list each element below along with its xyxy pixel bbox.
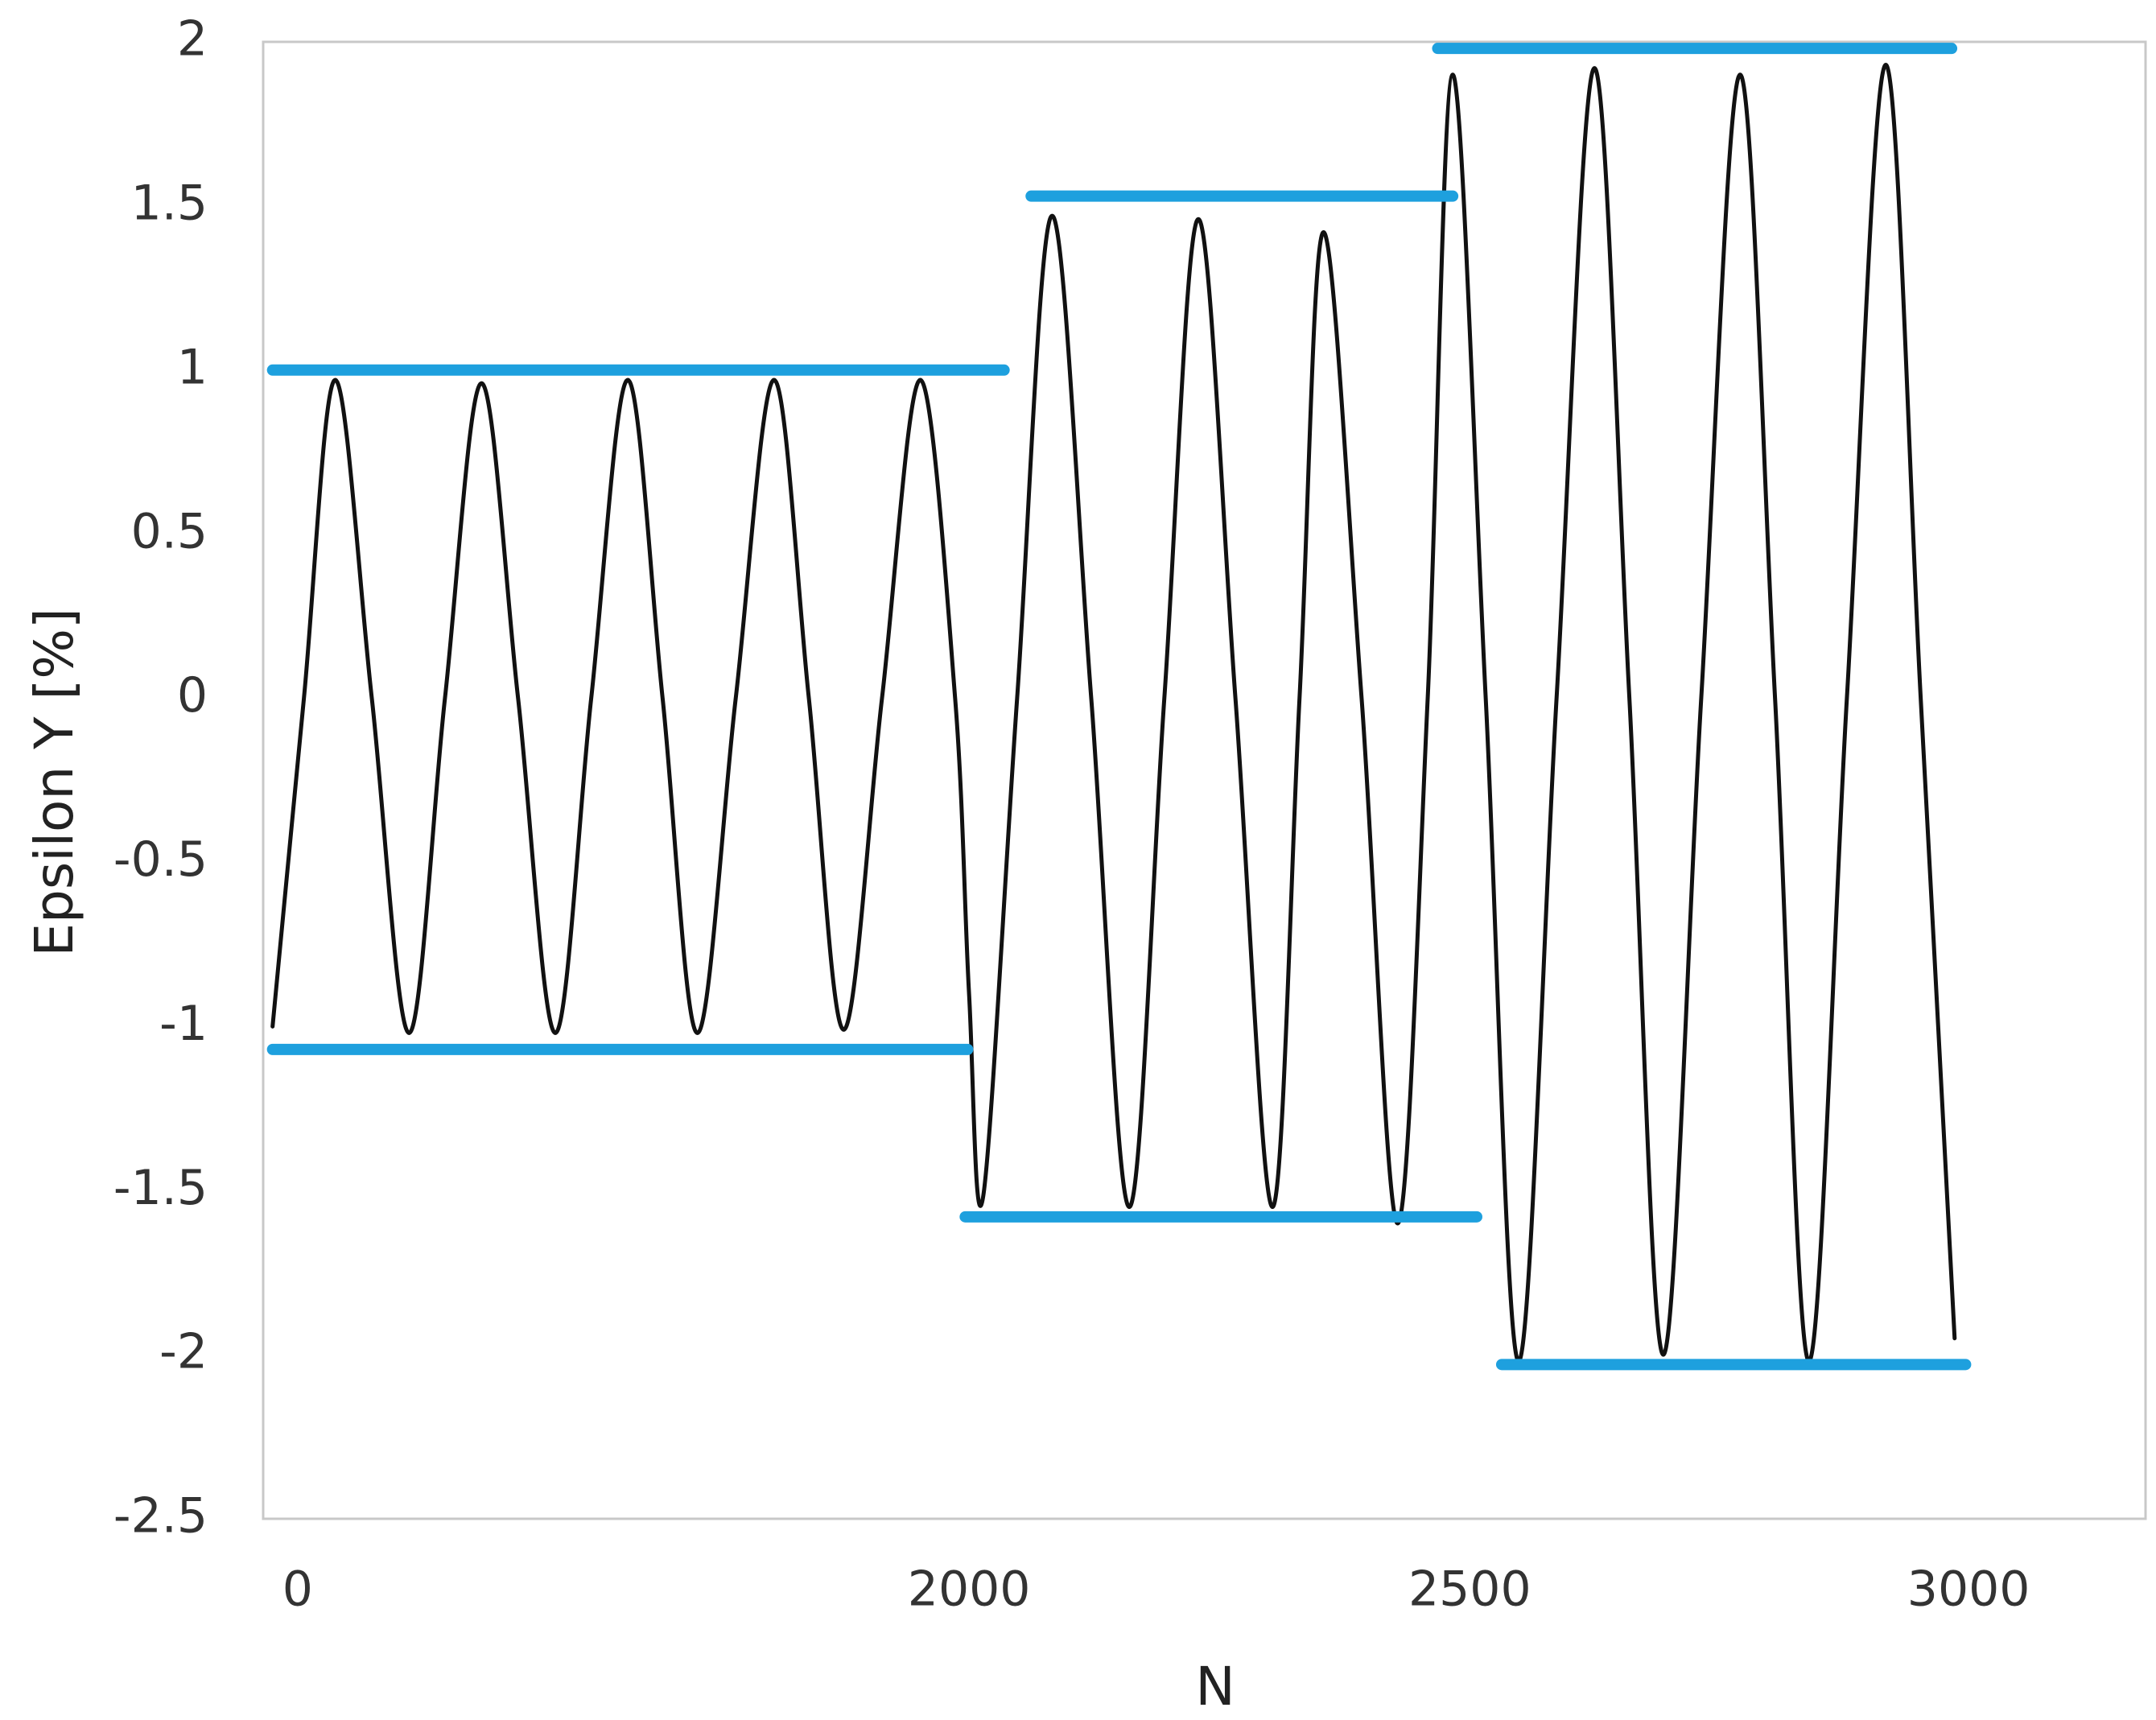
y-tick-label: -1.5: [113, 1160, 208, 1216]
y-axis-title: Epsilon Y [%]: [23, 608, 85, 956]
x-tick-label: 2000: [908, 1561, 1031, 1618]
strain-line: [270, 63, 1957, 1363]
x-axis-title: N: [1195, 1656, 1235, 1718]
y-tick-label: 2: [177, 11, 208, 68]
y-tick-label: 0.5: [131, 503, 208, 559]
x-tick-label: 0: [282, 1561, 313, 1618]
y-tick-label: -1: [159, 996, 208, 1052]
plot-frame: [262, 40, 2147, 1520]
x-tick-label: 3000: [1907, 1561, 2030, 1618]
x-tick-label: 2500: [1408, 1561, 1531, 1618]
y-tick-label: -0.5: [113, 831, 208, 888]
y-tick-label: 1.5: [131, 175, 208, 231]
y-tick-label: 1: [177, 339, 208, 395]
y-tick-label: -2: [159, 1324, 208, 1380]
y-tick-label: 0: [177, 667, 208, 724]
y-tick-label: -2.5: [113, 1488, 208, 1545]
